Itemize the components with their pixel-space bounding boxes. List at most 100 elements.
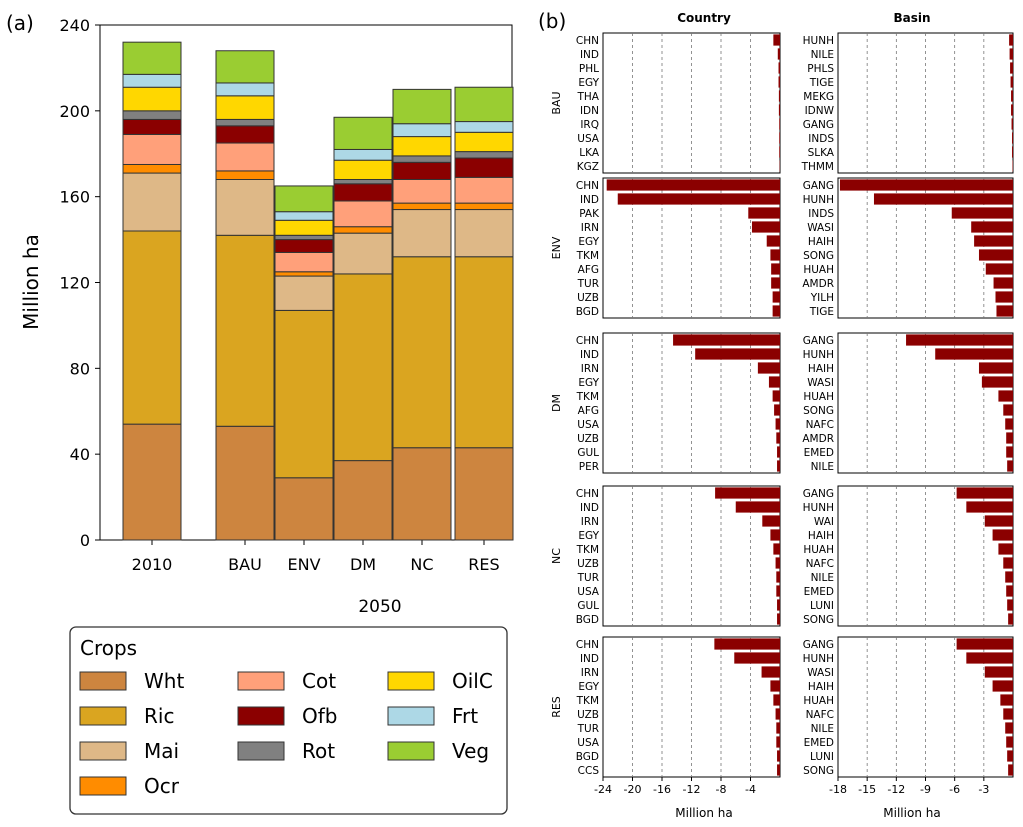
x-tick-label: -16	[653, 783, 671, 796]
horizontal-bar-grid: Country Basin Million ha Million ha BAU C…	[550, 11, 1014, 820]
bar-segment-frt	[392, 123, 452, 138]
bar-label: AMDR	[802, 433, 834, 445]
bar-segment-ocr	[274, 271, 334, 277]
bar-label: SLKA	[808, 147, 835, 159]
hbar-basin	[1009, 34, 1013, 46]
bar-segment-ocr	[333, 226, 393, 234]
x-tick-label: -20	[624, 783, 642, 796]
hbar-basin	[1005, 418, 1013, 430]
legend-swatch	[387, 741, 435, 761]
hbar-country	[778, 62, 780, 74]
bar-label: WASI	[807, 222, 834, 234]
legend-swatch	[387, 671, 435, 691]
hbar-country	[770, 680, 780, 692]
legend-swatch	[79, 671, 127, 691]
y-tick-label: 240	[59, 16, 90, 35]
bar-label: NILE	[811, 723, 834, 735]
bar-segment-ofb	[122, 118, 182, 135]
bar-label: GUL	[577, 447, 599, 459]
bar-label: INDS	[808, 208, 834, 220]
hbar-country	[773, 34, 780, 46]
bar-segment-wht	[274, 477, 334, 541]
bar-segment-mai	[215, 179, 275, 236]
hbar-country	[766, 235, 780, 247]
bar-label: KGZ	[577, 161, 599, 173]
bar-label: HUAH	[803, 695, 834, 707]
hbar-basin	[935, 348, 1013, 360]
hbar-basin	[906, 334, 1013, 346]
hbar-country	[762, 515, 780, 527]
bar-label: NAFC	[806, 558, 834, 570]
bar-label: HUNH	[803, 653, 834, 665]
x-tick-label: DM	[350, 555, 376, 574]
bar-label: IRN	[581, 516, 599, 528]
y-tick-label: 160	[59, 188, 90, 207]
x-tick-label: BAU	[228, 555, 262, 574]
hbar-basin	[956, 487, 1013, 499]
hbar-basin	[1006, 432, 1013, 444]
hbar-country	[777, 446, 780, 458]
bar-label: TKM	[576, 250, 599, 262]
hbar-country	[715, 487, 780, 499]
x-tick-label: -4	[745, 783, 756, 796]
hbar-basin	[956, 638, 1013, 650]
bar-label: BGD	[576, 614, 599, 626]
hbar-country	[695, 348, 780, 360]
hbar-country	[778, 76, 780, 88]
bar-label: USA	[577, 419, 600, 431]
hbar-country	[735, 501, 780, 513]
bar-label: BGD	[576, 306, 599, 318]
bar-label: TKM	[576, 695, 599, 707]
bar-label: USA	[577, 133, 600, 145]
bar-segment-veg	[215, 50, 275, 84]
bar-label: GANG	[803, 180, 834, 192]
bar-label: EGY	[578, 77, 599, 89]
y-axis-label: Million ha	[19, 234, 43, 330]
hbar-basin	[1005, 571, 1013, 583]
bar-label: USA	[577, 586, 600, 598]
hbar-basin	[981, 376, 1013, 388]
hbar-country	[771, 263, 780, 275]
legend-label: Ocr	[144, 774, 180, 798]
x-tick-label: -9	[920, 783, 931, 796]
bar-label: THA	[577, 91, 600, 103]
bar-segment-mai	[454, 209, 514, 258]
legend: Crops Wht Ric Mai Ocr Cot Ofb Rot OilC Frt Veg	[69, 626, 508, 815]
hbar-country	[779, 118, 780, 130]
hbar-country	[776, 736, 780, 748]
bar-label: AMDR	[802, 278, 834, 290]
hbar-country	[772, 291, 780, 303]
bar-segment-wht	[392, 447, 452, 541]
hbar-country	[775, 708, 780, 720]
hbar-country	[778, 104, 780, 116]
x-tick-label: -24	[594, 783, 612, 796]
x-tick-label: RES	[468, 555, 499, 574]
bar-segment-frt	[333, 148, 393, 161]
hbar-basin	[984, 515, 1013, 527]
legend-swatch	[387, 706, 435, 726]
bar-segment-ocr	[122, 163, 182, 174]
bar-label: SONG	[803, 765, 834, 777]
hbar-basin	[966, 501, 1013, 513]
legend-title: Crops	[80, 636, 137, 660]
hbar-basin	[839, 179, 1013, 191]
legend-swatch	[79, 776, 127, 796]
bar-label: HUNH	[803, 502, 834, 514]
hbar-basin	[978, 249, 1013, 261]
bar-segment-rot	[454, 151, 514, 159]
hbar-basin	[1003, 708, 1013, 720]
hbar-basin	[995, 291, 1013, 303]
bar-label: TKM	[576, 391, 599, 403]
hbar-country	[777, 764, 780, 776]
bar-segment-cot	[392, 179, 452, 204]
x-tick-label: NC	[410, 555, 433, 574]
hbar-basin	[1003, 557, 1013, 569]
hbar-basin	[974, 235, 1013, 247]
bar-segment-mai	[274, 275, 334, 311]
bar-segment-cot	[274, 251, 334, 273]
legend-label: Wht	[144, 669, 184, 693]
scenario-label: NC	[550, 548, 563, 564]
bar-label: LKA	[579, 147, 600, 159]
bar-segment-ocr	[215, 170, 275, 181]
bar-label: IRN	[581, 222, 599, 234]
